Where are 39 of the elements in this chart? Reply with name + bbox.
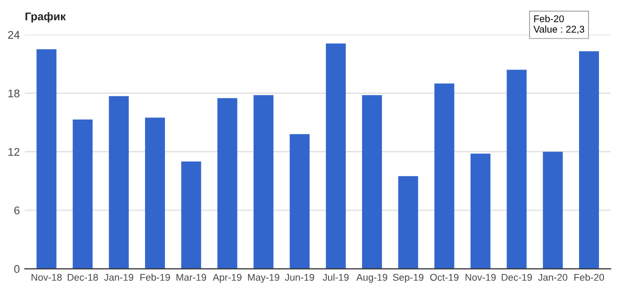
bar <box>579 51 599 269</box>
bar <box>362 95 382 269</box>
y-tick-label: 18 <box>8 89 20 98</box>
x-tick-label: Nov-18 <box>32 274 62 281</box>
bar <box>542 152 563 269</box>
annotation: Feb-20 Value : 22,3 <box>533 15 584 34</box>
y-tick-label: 0 <box>14 265 20 273</box>
bar <box>290 134 310 269</box>
bar <box>434 83 454 269</box>
bar <box>398 176 418 269</box>
y-tick-label: 12 <box>8 148 20 156</box>
bar <box>506 70 527 269</box>
chart-title: График <box>26 12 66 23</box>
x-tick-label: Apr-19 <box>212 274 242 283</box>
y-tick-label: 6 <box>14 206 20 214</box>
x-tick-label: Aug-19 <box>356 274 388 283</box>
x-tick-label: Jan-19 <box>104 274 134 281</box>
x-tick-label: Jul-19 <box>322 274 349 281</box>
bar <box>108 96 129 269</box>
bar <box>217 98 238 269</box>
x-tick-label: Jun-19 <box>284 274 314 281</box>
bar <box>326 43 346 269</box>
x-tick-label: May-19 <box>248 274 280 283</box>
bar <box>36 49 56 269</box>
x-tick-label: Jan-20 <box>538 274 568 281</box>
y-tick-label: 24 <box>8 30 20 39</box>
bar <box>72 120 93 269</box>
x-tick-label: Oct-19 <box>430 274 458 281</box>
x-tick-label: Dec-18 <box>68 274 98 281</box>
bar <box>254 95 274 269</box>
x-tick-label: Feb-19 <box>140 274 170 281</box>
bar <box>145 118 165 269</box>
x-tick-label: Nov-19 <box>466 274 496 281</box>
bar <box>470 154 490 269</box>
x-tick-label: Mar-19 <box>176 274 206 281</box>
x-tick-label: Sep-19 <box>392 274 424 283</box>
x-tick-label: Dec-19 <box>502 274 532 281</box>
bar <box>181 161 202 269</box>
x-tick-label: Feb-20 <box>574 274 604 281</box>
